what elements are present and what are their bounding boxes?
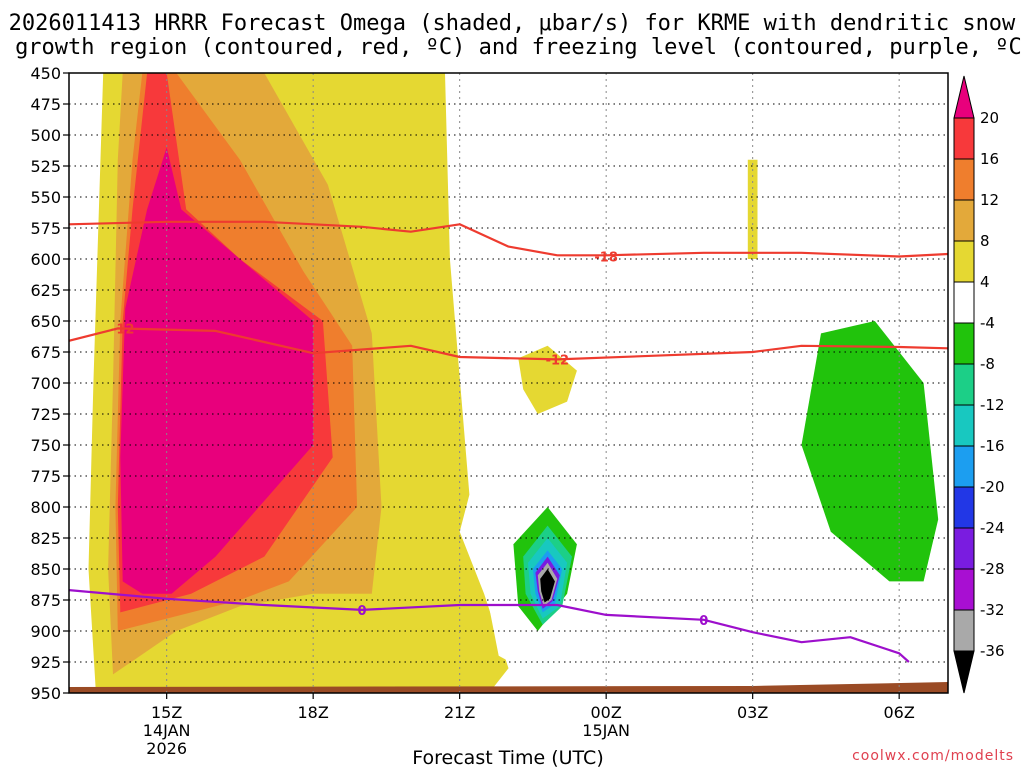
x-tick-label: 06Z: [884, 703, 915, 722]
colorbar-label: 4: [980, 273, 990, 291]
omega-region-upward-4-streak: [747, 159, 758, 259]
x-tick-date: 15JAN: [582, 721, 630, 740]
colorbar-label: -16: [980, 437, 1005, 455]
x-tick-date: 14JAN: [143, 721, 191, 740]
colorbar-box: [953, 486, 975, 529]
contour-dgz-lower: [69, 327, 948, 361]
y-tick-label: 800: [30, 498, 61, 517]
contour-label: -12: [111, 322, 135, 337]
colorbar: 20 16 12 8 4 -4 -8 -12 -16 -20 -24 -28 -32 -36: [953, 75, 1005, 694]
x-tick-label: 03Z: [737, 703, 768, 722]
y-tick-label: 825: [30, 529, 61, 548]
y-tick-label: 475: [30, 95, 61, 114]
colorbar-box: [953, 117, 975, 160]
contour-label: 0: [699, 614, 708, 629]
x-tick-label: 15Z: [151, 703, 182, 722]
contour-dgz-upper: [69, 220, 948, 258]
colorbar-box: [953, 527, 975, 570]
colorbar-box: [953, 568, 975, 611]
colorbar-bottom-triangle: [953, 650, 975, 694]
y-tick-label: 750: [30, 436, 61, 455]
colorbar-label: -12: [980, 396, 1005, 414]
chart-title-line2: growth region (contoured, red, ºC) and f…: [15, 35, 1024, 60]
colorbar-label: -32: [980, 601, 1005, 619]
colorbar-label: 8: [980, 232, 990, 250]
y-tick-label: 925: [30, 653, 61, 672]
colorbar-box: [953, 240, 975, 283]
contours: -18 -12 -12 0 0: [69, 220, 948, 663]
y-axis: 450 475 500 525 550 575 600 625 650 675 700 725 750 7…: [30, 64, 69, 703]
colorbar-label: 16: [980, 150, 999, 168]
colorbar-label: 20: [980, 109, 999, 127]
x-tick-label: 18Z: [298, 703, 329, 722]
gridlines: [69, 73, 948, 693]
y-tick-label: 725: [30, 405, 61, 424]
y-tick-label: 900: [30, 622, 61, 641]
y-tick-label: 600: [30, 250, 61, 269]
y-tick-label: 850: [30, 560, 61, 579]
omega-region-downward-36: [540, 569, 555, 603]
credit-text: coolwx.com/modelts: [852, 748, 1014, 764]
y-tick-label: 775: [30, 467, 61, 486]
colorbar-top-triangle: [953, 75, 975, 119]
colorbar-label: -28: [980, 560, 1005, 578]
terrain-strip: [69, 682, 948, 693]
colorbar-label: -36: [980, 642, 1005, 660]
chart-title-line1: 2026011413 HRRR Forecast Omega (shaded, …: [9, 11, 1016, 36]
colorbar-box: [953, 609, 975, 652]
colorbar-label: 12: [980, 191, 999, 209]
omega-region-downward-4-thin: [635, 73, 651, 191]
colorbar-box: [953, 445, 975, 488]
colorbar-box: [953, 322, 975, 365]
y-tick-label: 875: [30, 591, 61, 610]
y-tick-label: 675: [30, 343, 61, 362]
contour-label: -18: [594, 251, 618, 266]
colorbar-box: [953, 363, 975, 406]
y-tick-label: 650: [30, 312, 61, 331]
y-tick-label: 625: [30, 281, 61, 300]
y-tick-label: 950: [30, 684, 61, 703]
x-axis-label: Forecast Time (UTC): [412, 747, 603, 768]
contour-freezing-level: [69, 589, 910, 663]
colorbar-box: [953, 404, 975, 447]
colorbar-box: [953, 158, 975, 201]
x-tick-label: 21Z: [444, 703, 475, 722]
contour-label: 0: [357, 604, 366, 619]
colorbar-label: -4: [980, 314, 995, 332]
y-tick-label: 550: [30, 188, 61, 207]
y-tick-label: 500: [30, 126, 61, 145]
y-tick-label: 450: [30, 64, 61, 83]
colorbar-box: [953, 199, 975, 242]
colorbar-label: -20: [980, 478, 1005, 496]
omega-region-downward-8: [801, 321, 939, 582]
omega-region-upward-4-blob: [518, 345, 577, 414]
x-tick-year: 2026: [146, 739, 187, 758]
y-tick-label: 700: [30, 374, 61, 393]
colorbar-label: -24: [980, 519, 1005, 537]
colorbar-box: [953, 281, 975, 324]
y-tick-label: 575: [30, 219, 61, 238]
x-tick-label: 00Z: [591, 703, 622, 722]
omega-region-downward-4-column: [542, 73, 582, 297]
y-tick-label: 525: [30, 157, 61, 176]
contour-label: -12: [546, 353, 570, 368]
colorbar-label: -8: [980, 355, 995, 373]
